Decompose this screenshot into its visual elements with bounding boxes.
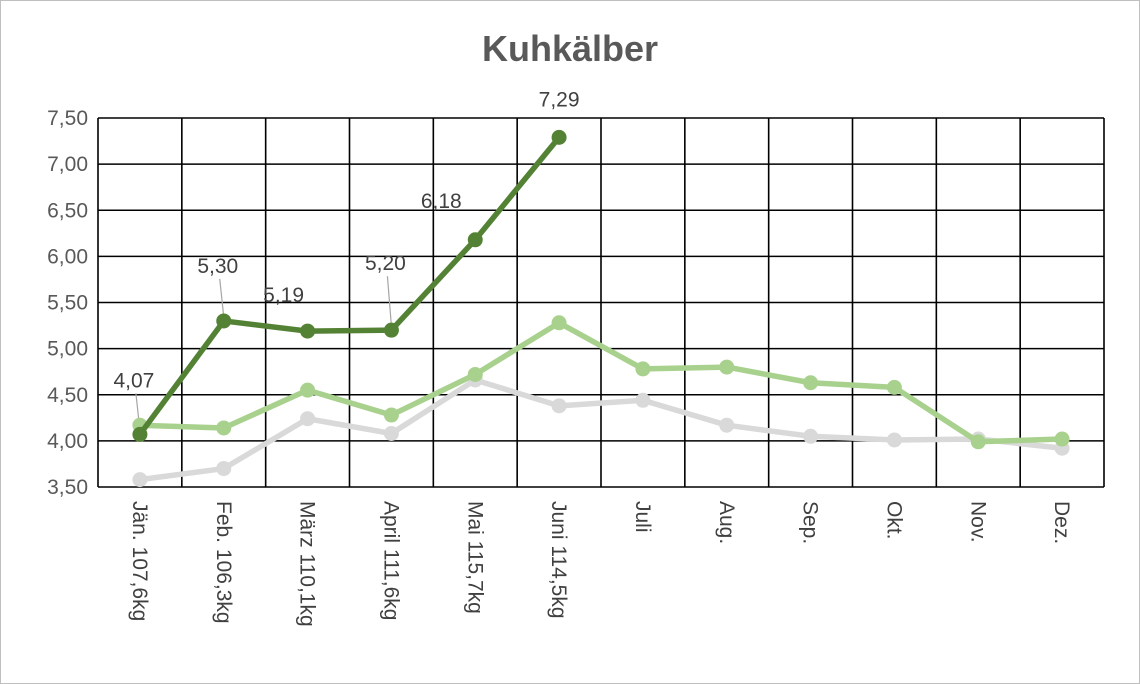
- data-label-leader: [386, 276, 393, 327]
- data-point-series-2: [383, 407, 399, 423]
- y-tick-label: 7,50: [47, 107, 88, 130]
- data-point-series-3: [300, 323, 316, 339]
- data-label: 7,29: [539, 88, 580, 111]
- data-point-series-2: [467, 366, 483, 382]
- data-point-series-1: [719, 417, 735, 433]
- x-tick-label: Sep.: [799, 501, 822, 544]
- data-point-series-1: [803, 428, 819, 444]
- data-point-series-3: [383, 322, 399, 338]
- series-line-2: [137, 320, 1065, 445]
- x-tick-label: Okt.: [882, 501, 905, 540]
- data-point-series-1: [383, 425, 399, 441]
- data-label-leader: [219, 278, 225, 318]
- x-tick-label: Nov.: [966, 501, 989, 543]
- y-tick-label: 5,50: [47, 292, 88, 315]
- x-tick-label: Jän. 107,6kg: [128, 501, 151, 621]
- x-tick-label: April 111,6kg: [379, 501, 402, 620]
- y-tick-label: 4,50: [47, 384, 88, 407]
- y-tick-label: 4,00: [47, 430, 88, 453]
- data-label: 5,19: [263, 284, 304, 307]
- data-point-series-3: [467, 232, 483, 248]
- data-point-series-2: [551, 315, 567, 331]
- data-point-series-3: [551, 129, 567, 145]
- data-point-series-2: [970, 434, 986, 450]
- y-tick-label: 3,50: [47, 476, 88, 499]
- x-tick-label: Dez.: [1050, 501, 1073, 544]
- y-tick-label: 6,50: [47, 199, 88, 222]
- x-tick-label: Aug.: [715, 501, 738, 544]
- data-label: 5,20: [365, 252, 406, 275]
- data-point-series-1: [886, 432, 902, 448]
- data-point-series-2: [216, 420, 232, 436]
- x-tick-label: Juni 114,5kg: [547, 501, 570, 619]
- data-point-series-2: [1054, 431, 1070, 447]
- data-label: 5,30: [197, 255, 238, 278]
- y-tick-label: 6,00: [47, 245, 88, 268]
- data-point-series-1: [635, 392, 651, 408]
- data-point-series-2: [719, 359, 735, 375]
- y-tick-label: 5,00: [47, 338, 88, 361]
- data-point-series-1: [132, 472, 148, 488]
- data-point-series-2: [300, 382, 316, 398]
- data-point-series-2: [886, 379, 902, 395]
- data-point-series-1: [216, 461, 232, 477]
- y-tick-label: 7,00: [47, 153, 88, 176]
- x-tick-label: Juli: [631, 501, 654, 533]
- data-point-series-2: [803, 375, 819, 391]
- x-tick-label: Mai 115,7kg: [463, 501, 486, 614]
- series-line-1: [137, 377, 1065, 483]
- data-point-series-1: [300, 411, 316, 427]
- x-tick-label: Feb. 106,3kg: [212, 501, 235, 624]
- data-point-series-3: [132, 426, 148, 442]
- x-tick-label: März 110,1kg: [296, 501, 319, 627]
- data-label: 6,18: [421, 190, 462, 213]
- data-point-series-1: [551, 398, 567, 414]
- chart-title: Kuhkälber: [481, 28, 659, 69]
- data-point-series-2: [635, 361, 651, 377]
- data-point-series-3: [216, 313, 232, 329]
- series-line-3: [137, 134, 562, 438]
- data-label: 4,07: [113, 369, 154, 392]
